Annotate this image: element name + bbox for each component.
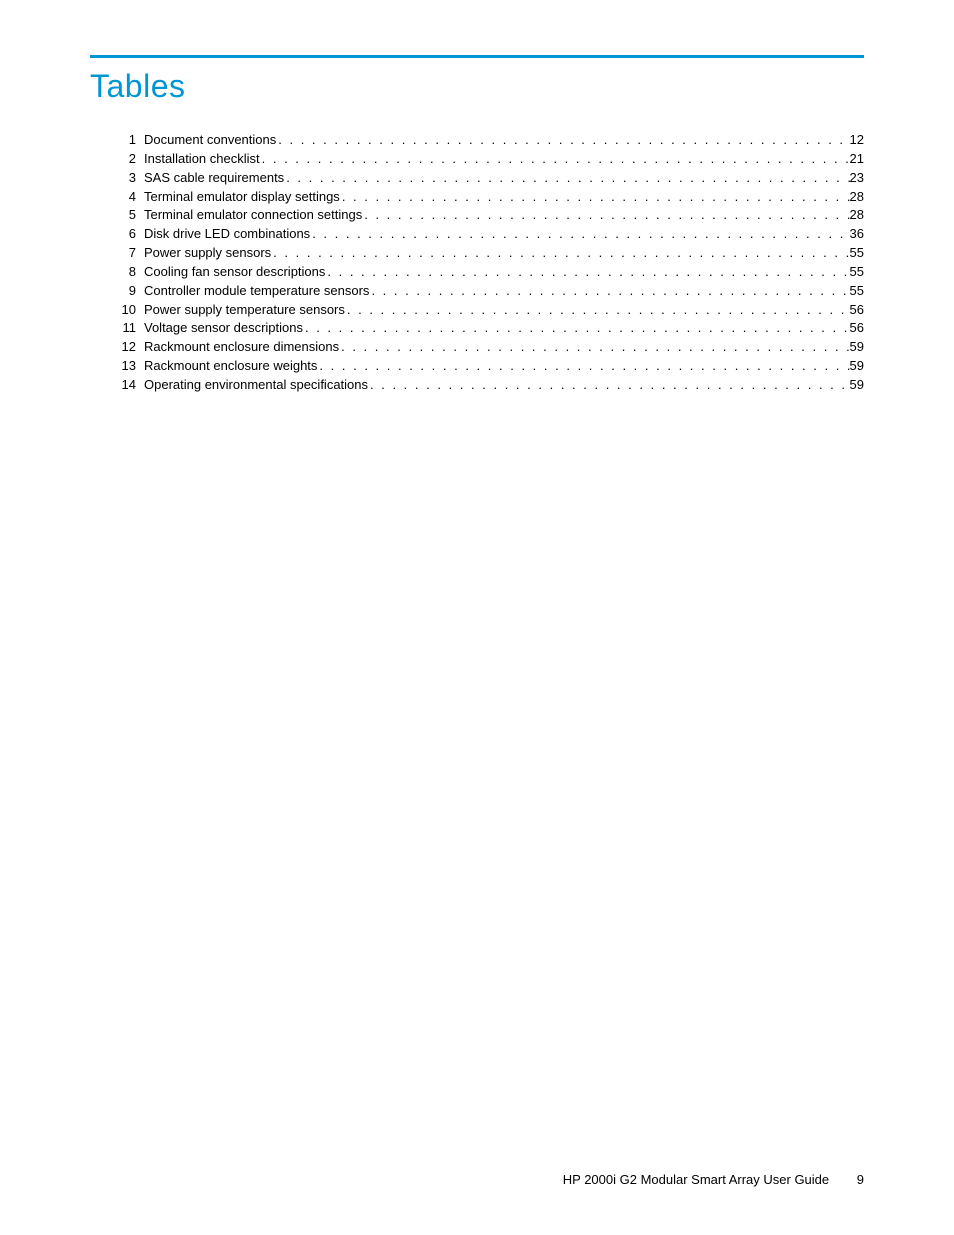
toc-entry-number: 7 — [118, 244, 144, 263]
toc-entry-label: Installation checklist — [144, 150, 260, 169]
toc-entry-label: Terminal emulator connection settings — [144, 206, 362, 225]
toc-entry[interactable]: 6Disk drive LED combinations 36 — [118, 225, 864, 244]
toc-entry[interactable]: 13Rackmount enclosure weights 59 — [118, 357, 864, 376]
toc-entry-page: 55 — [850, 263, 864, 282]
toc-leader-dots — [284, 169, 849, 188]
toc-entry[interactable]: 3SAS cable requirements 23 — [118, 169, 864, 188]
toc-leader-dots — [369, 282, 849, 301]
toc-entry-page: 59 — [850, 338, 864, 357]
toc-entry-label: Power supply temperature sensors — [144, 301, 345, 320]
toc-entry[interactable]: 11Voltage sensor descriptions 56 — [118, 319, 864, 338]
toc-entry[interactable]: 4Terminal emulator display settings 28 — [118, 188, 864, 207]
toc-entry-number: 9 — [118, 282, 144, 301]
toc-entry-page: 28 — [850, 188, 864, 207]
header-rule — [90, 55, 864, 58]
footer-doc-title: HP 2000i G2 Modular Smart Array User Gui… — [563, 1172, 829, 1187]
toc-entry-label: Controller module temperature sensors — [144, 282, 369, 301]
section-title: Tables — [90, 68, 864, 105]
toc-entry[interactable]: 1Document conventions 12 — [118, 131, 864, 150]
toc-entry-number: 5 — [118, 206, 144, 225]
toc-entry[interactable]: 12Rackmount enclosure dimensions 59 — [118, 338, 864, 357]
toc-leader-dots — [260, 150, 850, 169]
toc-entry-label: Rackmount enclosure weights — [144, 357, 317, 376]
toc-entry[interactable]: 8Cooling fan sensor descriptions 55 — [118, 263, 864, 282]
toc-entry-number: 13 — [118, 357, 144, 376]
toc-leader-dots — [276, 131, 849, 150]
toc-entry-label: Operating environmental specifications — [144, 376, 368, 395]
toc-entry-label: Disk drive LED combinations — [144, 225, 310, 244]
toc-entry-number: 6 — [118, 225, 144, 244]
toc-entry-label: Voltage sensor descriptions — [144, 319, 303, 338]
toc-entry-page: 55 — [850, 282, 864, 301]
toc-leader-dots — [339, 338, 849, 357]
toc-leader-dots — [303, 319, 850, 338]
toc-leader-dots — [325, 263, 849, 282]
toc-entry[interactable]: 9Controller module temperature sensors 55 — [118, 282, 864, 301]
toc-entry-page: 56 — [850, 319, 864, 338]
toc-leader-dots — [362, 206, 849, 225]
toc-entry[interactable]: 10Power supply temperature sensors 56 — [118, 301, 864, 320]
toc-entry-number: 8 — [118, 263, 144, 282]
toc-leader-dots — [310, 225, 849, 244]
toc-entry-page: 59 — [850, 357, 864, 376]
toc-entry-page: 59 — [850, 376, 864, 395]
toc-leader-dots — [340, 188, 850, 207]
toc-leader-dots — [317, 357, 849, 376]
toc-entry-page: 36 — [850, 225, 864, 244]
toc-entry-number: 3 — [118, 169, 144, 188]
page-footer: HP 2000i G2 Modular Smart Array User Gui… — [563, 1172, 864, 1187]
toc-entry-label: Power supply sensors — [144, 244, 271, 263]
toc-entry-number: 14 — [118, 376, 144, 395]
toc-entry-page: 56 — [850, 301, 864, 320]
toc-entry-number: 11 — [118, 319, 144, 338]
toc-entry-number: 12 — [118, 338, 144, 357]
toc-entry-page: 55 — [850, 244, 864, 263]
toc-entry-label: Cooling fan sensor descriptions — [144, 263, 325, 282]
toc-entry-page: 21 — [850, 150, 864, 169]
toc-leader-dots — [271, 244, 849, 263]
tables-toc: 1Document conventions122Installation che… — [90, 131, 864, 395]
page-container: Tables 1Document conventions122Installat… — [0, 0, 954, 1235]
toc-entry[interactable]: 7Power supply sensors 55 — [118, 244, 864, 263]
toc-entry-label: SAS cable requirements — [144, 169, 284, 188]
toc-entry[interactable]: 2Installation checklist 21 — [118, 150, 864, 169]
toc-entry-number: 10 — [118, 301, 144, 320]
toc-entry-number: 4 — [118, 188, 144, 207]
toc-entry-page: 23 — [850, 169, 864, 188]
footer-page-number: 9 — [857, 1172, 864, 1187]
toc-entry-number: 2 — [118, 150, 144, 169]
toc-entry-label: Rackmount enclosure dimensions — [144, 338, 339, 357]
toc-entry-page: 28 — [850, 206, 864, 225]
toc-entry-label: Document conventions — [144, 131, 276, 150]
toc-entry-label: Terminal emulator display settings — [144, 188, 340, 207]
toc-leader-dots — [368, 376, 850, 395]
toc-entry-page: 12 — [850, 131, 864, 150]
toc-entry-number: 1 — [118, 131, 144, 150]
toc-entry[interactable]: 14Operating environmental specifications… — [118, 376, 864, 395]
toc-leader-dots — [345, 301, 850, 320]
toc-entry[interactable]: 5Terminal emulator connection settings 28 — [118, 206, 864, 225]
